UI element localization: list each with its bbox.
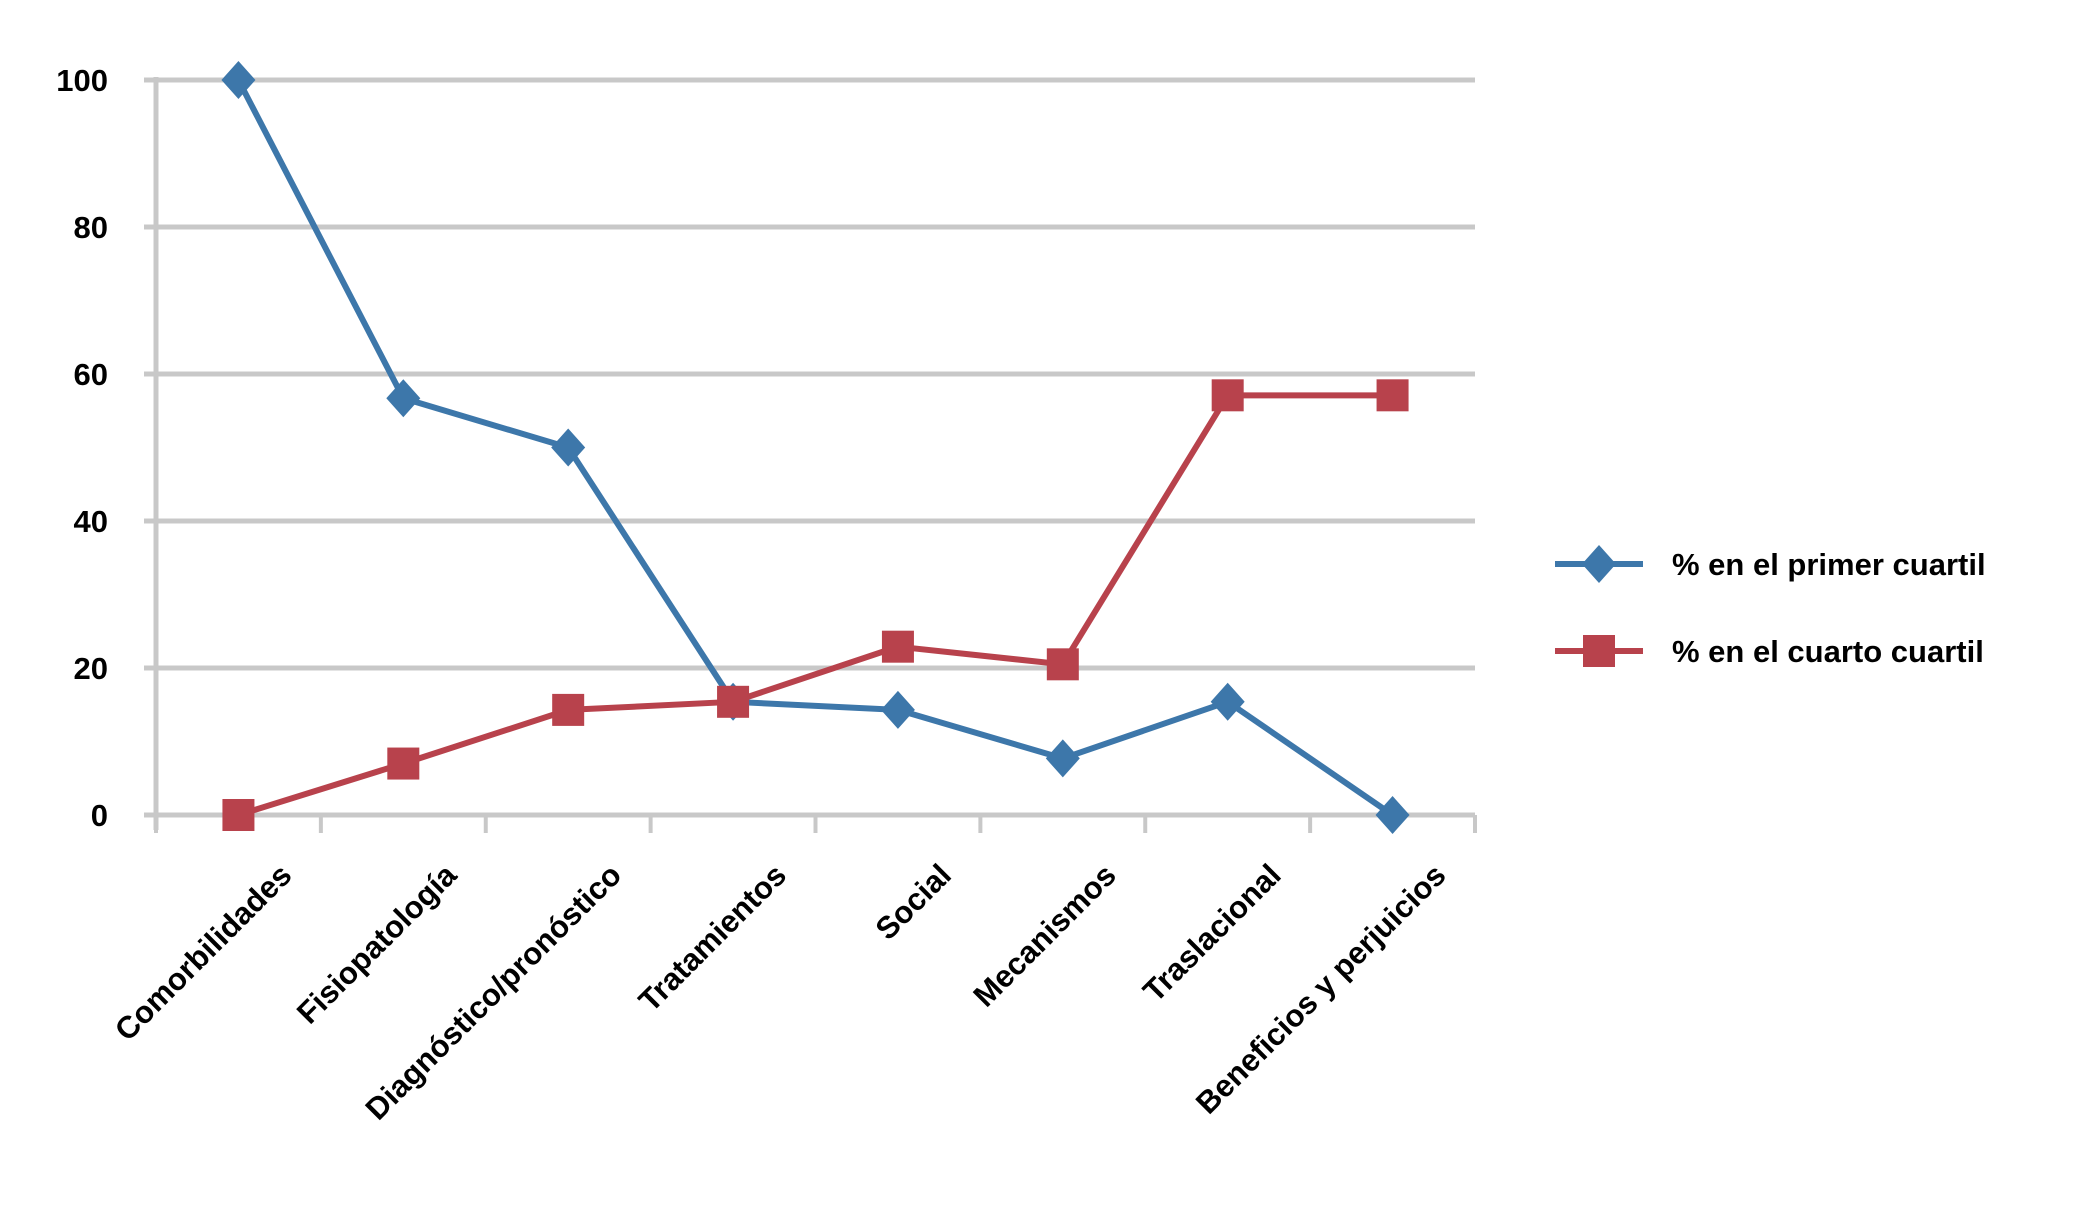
series-group xyxy=(221,61,1410,834)
y-tick-label: 80 xyxy=(74,210,108,245)
data-point xyxy=(552,693,585,726)
y-tick-label: 0 xyxy=(91,798,108,833)
legend-label: % en el cuarto cuartil xyxy=(1672,634,1984,669)
data-point xyxy=(881,630,914,663)
legend-marker-square xyxy=(1583,635,1615,667)
y-tick-label: 100 xyxy=(56,63,108,98)
data-point xyxy=(1046,648,1079,681)
legend: % en el primer cuartil % en el cuarto cua… xyxy=(1555,545,1986,669)
gridlines xyxy=(144,77,1475,818)
data-point xyxy=(386,379,421,418)
series-1 xyxy=(221,61,1410,834)
x-tick-label: Comorbilidades xyxy=(108,857,298,1047)
axes xyxy=(153,77,1477,833)
x-tick-label: Fisiopatología xyxy=(290,857,464,1031)
x-tick-label: Mecanismos xyxy=(966,857,1122,1013)
data-point xyxy=(717,685,750,718)
data-point xyxy=(880,690,915,729)
data-point xyxy=(222,799,255,831)
y-tick-label: 60 xyxy=(74,357,108,392)
legend-marker-diamond xyxy=(1582,545,1616,583)
data-point xyxy=(551,428,586,467)
series-line xyxy=(237,392,1393,818)
series-line xyxy=(235,78,1395,818)
x-tick-label: Social xyxy=(869,857,958,946)
y-tick-labels: 0 20 40 60 80 100 xyxy=(56,63,108,833)
series-2 xyxy=(222,379,1409,831)
data-point xyxy=(221,61,256,99)
x-tick-labels: ComorbilidadesFisiopatologíaDiagnóstico/… xyxy=(108,857,1453,1127)
data-point xyxy=(387,747,420,780)
data-point xyxy=(1210,682,1245,721)
data-point xyxy=(1376,379,1409,412)
y-tick-label: 40 xyxy=(74,504,108,539)
y-tick-label: 20 xyxy=(74,651,108,686)
data-point xyxy=(1375,796,1410,834)
data-point xyxy=(1045,739,1080,778)
data-point xyxy=(1211,379,1244,412)
legend-label: % en el primer cuartil xyxy=(1672,547,1986,582)
x-tick-label: Traslacional xyxy=(1136,857,1287,1008)
x-tick-label: Tratamientos xyxy=(632,857,793,1018)
